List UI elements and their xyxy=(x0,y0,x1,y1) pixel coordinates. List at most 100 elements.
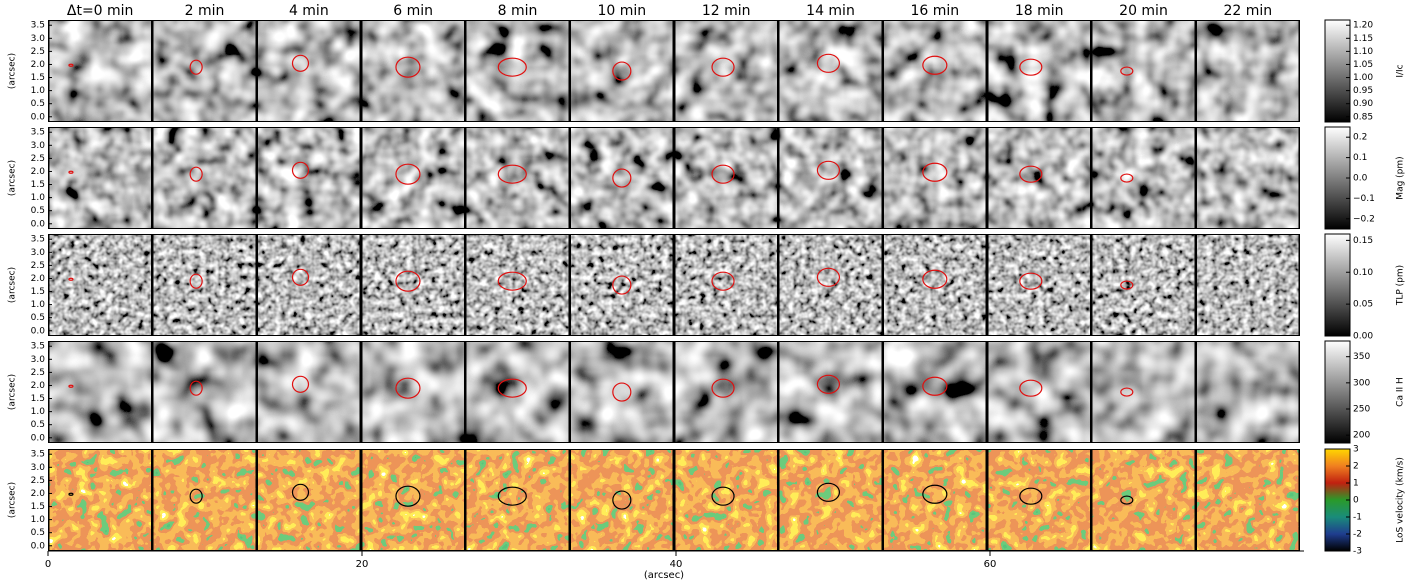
colorbar-label: Mag (pm) xyxy=(1396,156,1406,199)
column-title: 2 min xyxy=(185,3,225,19)
image-panel xyxy=(988,342,1090,442)
contour xyxy=(816,374,841,394)
colorbar xyxy=(1324,233,1351,337)
image-panel xyxy=(466,128,569,228)
contour xyxy=(1019,379,1043,397)
image-panel xyxy=(258,235,360,335)
y-tick-label: 1.0 xyxy=(31,515,46,525)
contour xyxy=(395,270,421,292)
colorbar xyxy=(1324,340,1351,444)
y-axis-label: (arcsec) xyxy=(8,160,18,196)
image-panel xyxy=(1197,235,1299,335)
contour xyxy=(68,170,74,174)
y-tick-label: 2.0 xyxy=(31,167,46,177)
contour xyxy=(68,492,74,496)
contour xyxy=(612,490,632,510)
contour xyxy=(711,486,735,506)
contour xyxy=(189,166,203,182)
image-panel xyxy=(49,21,151,121)
image-panel xyxy=(362,342,464,442)
image-panel xyxy=(258,128,360,228)
image-panel xyxy=(988,235,1090,335)
contour xyxy=(816,160,841,180)
image-panel xyxy=(1197,450,1299,550)
image-panel xyxy=(362,450,464,550)
contour xyxy=(1120,173,1134,183)
image-panel xyxy=(49,128,151,228)
y-axis-label: (arcsec) xyxy=(8,53,18,89)
y-tick-label: 3.5 xyxy=(31,450,45,460)
image-panel xyxy=(779,342,882,442)
contour xyxy=(922,162,948,182)
image-panel xyxy=(884,450,986,550)
image-panel xyxy=(779,128,882,228)
image-panel xyxy=(884,235,986,335)
image-panel xyxy=(675,21,777,121)
y-tick-label: 0.0 xyxy=(31,433,46,443)
colorbar-tick-label: 0.05 xyxy=(1353,300,1373,310)
y-tick-label: 2.5 xyxy=(31,368,45,378)
colorbar-label: TLP (pm) xyxy=(1396,265,1406,306)
image-panel xyxy=(362,128,464,228)
contour xyxy=(1019,487,1043,505)
image-panel xyxy=(153,342,256,442)
contour xyxy=(291,161,310,179)
row-background xyxy=(48,127,1300,229)
contour xyxy=(395,377,421,399)
contour xyxy=(1019,58,1043,76)
contour xyxy=(189,273,203,289)
row-background xyxy=(48,20,1300,122)
contour xyxy=(189,380,203,396)
y-tick-label: 0.5 xyxy=(31,528,45,538)
colorbar-tick-label: 0.0 xyxy=(1353,174,1368,184)
colorbar-tick-label: -1 xyxy=(1353,513,1362,523)
y-tick-label: 1.0 xyxy=(31,193,46,203)
contour xyxy=(922,269,948,289)
y-tick-label: 0.0 xyxy=(31,112,46,122)
y-tick-label: 2.5 xyxy=(31,154,45,164)
image-panel xyxy=(153,21,256,121)
y-tick-label: 3.0 xyxy=(31,463,46,473)
colorbar-tick-label: -3 xyxy=(1353,547,1362,557)
image-panel xyxy=(1197,342,1299,442)
image-panel xyxy=(779,21,882,121)
column-title: 20 min xyxy=(1119,3,1168,19)
contour xyxy=(189,488,203,504)
contour xyxy=(68,277,74,281)
y-tick-label: 1.0 xyxy=(31,300,46,310)
x-tick-label: 20 xyxy=(356,559,369,570)
contour xyxy=(922,376,948,396)
colorbar-tick-label: 0.00 xyxy=(1353,332,1373,342)
y-tick-label: 2.5 xyxy=(31,476,45,486)
y-tick-label: 0.0 xyxy=(31,541,46,551)
colorbar-tick-label: 0.90 xyxy=(1353,99,1373,109)
image-panel xyxy=(153,235,256,335)
image-panel xyxy=(988,21,1090,121)
colorbar-tick-label: 250 xyxy=(1353,405,1370,415)
contour xyxy=(291,54,310,72)
contour xyxy=(1120,66,1134,76)
image-panel xyxy=(571,235,673,335)
y-tick-label: 3.0 xyxy=(31,141,46,151)
image-panel xyxy=(675,342,777,442)
contour xyxy=(291,375,310,393)
image-panel xyxy=(466,235,569,335)
image-panel xyxy=(571,128,673,228)
image-panel xyxy=(1092,21,1195,121)
contour xyxy=(68,384,74,388)
colorbar-tick-label: -2 xyxy=(1353,530,1362,540)
image-panel xyxy=(675,235,777,335)
contour xyxy=(291,483,310,501)
colorbar xyxy=(1324,448,1351,552)
colorbar-tick-label: 0.15 xyxy=(1353,236,1373,246)
contour xyxy=(1120,387,1134,397)
colorbar-tick-label: 300 xyxy=(1353,378,1370,388)
y-tick-label: 1.5 xyxy=(31,287,45,297)
contour xyxy=(711,57,735,77)
column-title: 18 min xyxy=(1015,3,1064,19)
colorbar-tick-label: 0.2 xyxy=(1353,133,1367,143)
x-tick-label: 40 xyxy=(670,559,683,570)
image-panel xyxy=(362,235,464,335)
image-panel xyxy=(466,21,569,121)
colorbar-tick-label: 0 xyxy=(1353,496,1359,506)
